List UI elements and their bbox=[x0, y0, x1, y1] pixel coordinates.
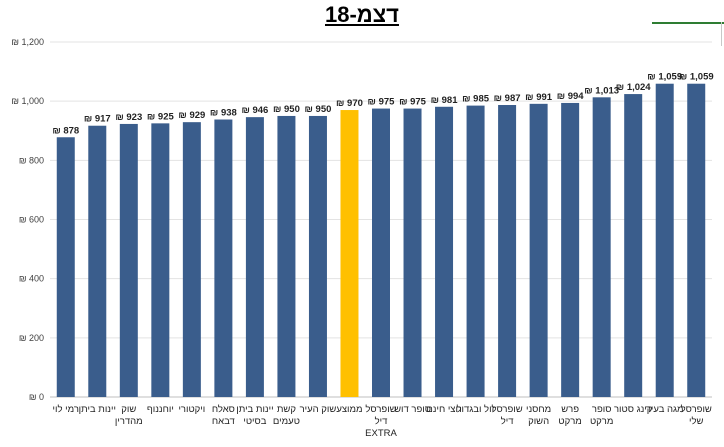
category-label: מרקט bbox=[590, 416, 613, 427]
category-label: שופרסל bbox=[365, 403, 396, 415]
bar bbox=[372, 108, 390, 397]
bar bbox=[151, 123, 170, 398]
data-label: ₪ 878 bbox=[52, 125, 79, 136]
category-label: יינות ביתן bbox=[79, 404, 116, 415]
category-label: דיל bbox=[501, 415, 514, 427]
y-axis-ticks: ₪ 0 ₪ 200 ₪ 400 ₪ 600 ₪ 800 ₪ 1,000 ₪ 1,200 bbox=[11, 37, 44, 402]
category-label: השוק bbox=[528, 416, 549, 427]
data-label: ₪ 970 bbox=[336, 98, 363, 109]
category-label: מגה בעיר bbox=[646, 404, 684, 415]
category-label: סופר דוש bbox=[394, 404, 431, 415]
category-label: פרש bbox=[561, 404, 579, 415]
bar bbox=[466, 105, 485, 398]
data-label: ₪ 929 bbox=[178, 110, 205, 121]
data-label: ₪ 987 bbox=[494, 93, 521, 104]
y-tick-label: ₪ 0 bbox=[29, 392, 44, 402]
decorative-green-line bbox=[652, 22, 724, 24]
category-label: מרקט bbox=[558, 416, 581, 427]
bar bbox=[245, 117, 264, 398]
y-tick-label: ₪ 600 bbox=[19, 215, 44, 225]
data-labels: ₪ 878 ₪ 917 ₪ 923 ₪ 925 ₪ 929 ₪ 938 ₪ 946 ₪ 950… bbox=[52, 72, 713, 137]
category-label: שוק העיר bbox=[300, 404, 337, 415]
category-label: ויקטורי bbox=[178, 404, 205, 415]
bar bbox=[561, 102, 580, 398]
category-label: זול ובגדול bbox=[456, 403, 494, 415]
bar bbox=[687, 83, 706, 398]
data-label: ₪ 938 bbox=[210, 108, 237, 119]
bar bbox=[592, 97, 611, 397]
bar bbox=[435, 106, 454, 397]
bar bbox=[655, 83, 674, 398]
data-label: ₪ 975 bbox=[368, 97, 396, 108]
y-tick-label: ₪ 1,000 bbox=[11, 96, 44, 106]
data-label: ₪ 1,013 bbox=[584, 85, 619, 96]
category-label: מהדרין bbox=[115, 416, 143, 427]
category-label: שוק bbox=[121, 404, 136, 415]
category-label: דבאח bbox=[212, 416, 235, 427]
bar bbox=[277, 115, 296, 397]
category-label: רמי לוי bbox=[53, 403, 79, 415]
data-label: ₪ 923 bbox=[115, 112, 142, 123]
data-label: ₪ 925 bbox=[147, 111, 175, 122]
bars bbox=[56, 83, 706, 398]
data-label: ₪ 994 bbox=[557, 91, 585, 102]
data-label: ₪ 1,059 bbox=[647, 72, 682, 83]
data-label: ₪ 946 bbox=[241, 105, 268, 116]
y-tick-label: ₪ 1,200 bbox=[11, 37, 44, 47]
bar bbox=[88, 125, 107, 398]
category-label: EXTRA bbox=[365, 428, 397, 439]
category-label: ממוצע bbox=[336, 404, 362, 415]
y-tick-label: ₪ 400 bbox=[19, 274, 44, 284]
category-label: קשת bbox=[277, 404, 296, 415]
category-label: יוחננוף bbox=[147, 404, 174, 415]
y-tick-label: ₪ 200 bbox=[19, 333, 44, 343]
bar bbox=[119, 123, 138, 397]
category-label: שלי bbox=[689, 415, 704, 427]
data-label: ₪ 950 bbox=[305, 104, 332, 115]
category-label: סאלח bbox=[212, 403, 235, 415]
bar bbox=[308, 115, 327, 397]
bar bbox=[56, 137, 75, 397]
data-label: ₪ 985 bbox=[462, 94, 490, 105]
chart-title: דצמ-18 bbox=[325, 2, 399, 27]
data-label: ₪ 975 bbox=[399, 97, 427, 108]
bar bbox=[340, 110, 359, 398]
data-label: ₪ 917 bbox=[84, 114, 111, 125]
data-label: ₪ 981 bbox=[431, 95, 459, 106]
category-label: טעמים bbox=[273, 416, 300, 427]
decorative-border-line bbox=[721, 22, 722, 46]
category-label: יינות ביתן bbox=[236, 404, 273, 415]
bar bbox=[529, 103, 548, 398]
bar bbox=[182, 122, 201, 397]
bar bbox=[214, 119, 233, 397]
category-label: שופרסל bbox=[491, 403, 522, 415]
category-label: סופר bbox=[592, 404, 612, 415]
category-label: שופרסל bbox=[681, 403, 712, 415]
data-label: ₪ 1,024 bbox=[616, 82, 652, 93]
category-label: דיל bbox=[375, 415, 388, 427]
category-label: מחסני bbox=[526, 404, 551, 415]
data-label: ₪ 991 bbox=[525, 92, 553, 103]
category-label: בסיטי bbox=[243, 416, 266, 427]
bar bbox=[403, 108, 422, 397]
data-label: ₪ 950 bbox=[273, 104, 300, 115]
bar bbox=[624, 94, 643, 398]
y-tick-label: ₪ 800 bbox=[19, 155, 44, 165]
bar bbox=[498, 105, 517, 397]
data-label: ₪ 1,059 bbox=[679, 72, 714, 83]
category-label: קינג סטור bbox=[614, 404, 653, 415]
category-label: חצי חינם bbox=[426, 404, 461, 415]
